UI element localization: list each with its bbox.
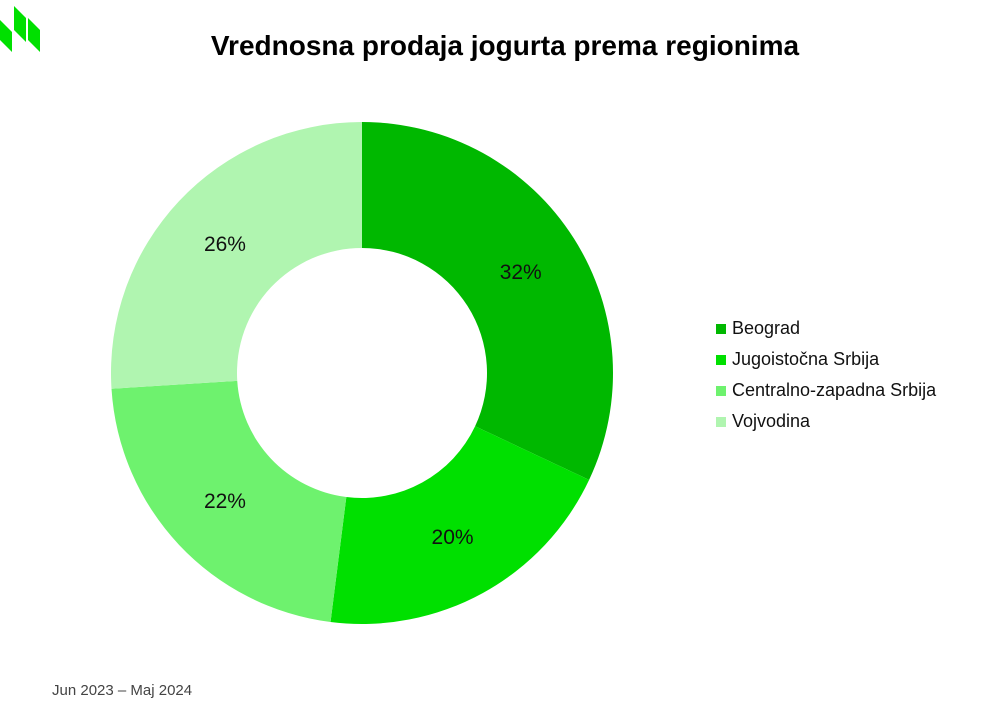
legend-label: Jugoistočna Srbija: [732, 349, 880, 369]
legend-item: Vojvodina: [716, 406, 936, 437]
date-range: Jun 2023 – Maj 2024: [52, 682, 193, 699]
slice-jugoisto-na-srbija: [330, 426, 590, 625]
legend-item: Jugoistočna Srbija: [716, 344, 936, 375]
legend-label: Vojvodina: [732, 411, 811, 431]
legend-swatch: [716, 354, 726, 365]
legend-label: Centralno-zapadna Srbija: [732, 380, 937, 400]
slice-label: 32%: [500, 261, 542, 284]
legend-swatch: [716, 416, 726, 427]
slice-label: 26%: [204, 233, 246, 256]
chart-legend: Beograd Jugoistočna Srbija Centralno-zapad…: [716, 313, 936, 437]
slice-label: 20%: [432, 526, 474, 549]
legend-label: Beograd: [732, 318, 801, 338]
legend-swatch: [716, 323, 726, 334]
legend-item: Beograd: [716, 313, 936, 344]
chart-title: Vrednosna prodaja jogurta prema regionim…: [210, 30, 800, 61]
slice-beograd: [362, 122, 613, 480]
slice-centralno-zapadna-srbija: [111, 380, 347, 623]
legend-item: Centralno-zapadna Srbija: [716, 375, 936, 406]
brand-logo-icon: [0, 6, 40, 52]
slice-vojvodina: [111, 122, 362, 389]
legend-swatch: [716, 385, 726, 396]
slice-label: 22%: [204, 490, 246, 513]
